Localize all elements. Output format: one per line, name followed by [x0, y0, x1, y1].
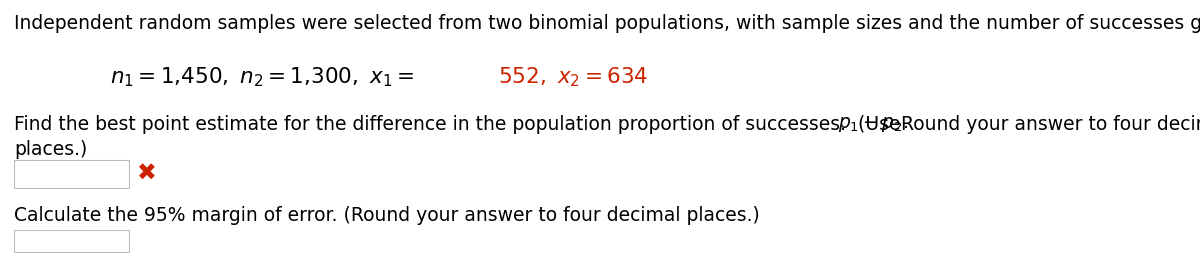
FancyBboxPatch shape — [14, 230, 130, 252]
Text: places.): places.) — [14, 140, 88, 159]
Text: Round your answer to four decimal: Round your answer to four decimal — [895, 115, 1200, 134]
Text: Calculate the 95% margin of error. (Round your answer to four decimal places.): Calculate the 95% margin of error. (Roun… — [14, 206, 760, 225]
Text: Independent random samples were selected from two binomial populations, with sam: Independent random samples were selected… — [14, 14, 1200, 33]
Text: $p_1 - p_2.$: $p_1 - p_2.$ — [838, 115, 908, 134]
Text: ✖: ✖ — [137, 162, 157, 186]
Text: $n_1 = 1{,}450,\ n_2 = 1{,}300,\ x_1 = $: $n_1 = 1{,}450,\ n_2 = 1{,}300,\ x_1 = $ — [110, 65, 414, 89]
Text: $552,\ x_2 = 634$: $552,\ x_2 = 634$ — [498, 65, 648, 89]
Text: Find the best point estimate for the difference in the population proportion of : Find the best point estimate for the dif… — [14, 115, 906, 134]
FancyBboxPatch shape — [14, 160, 130, 188]
